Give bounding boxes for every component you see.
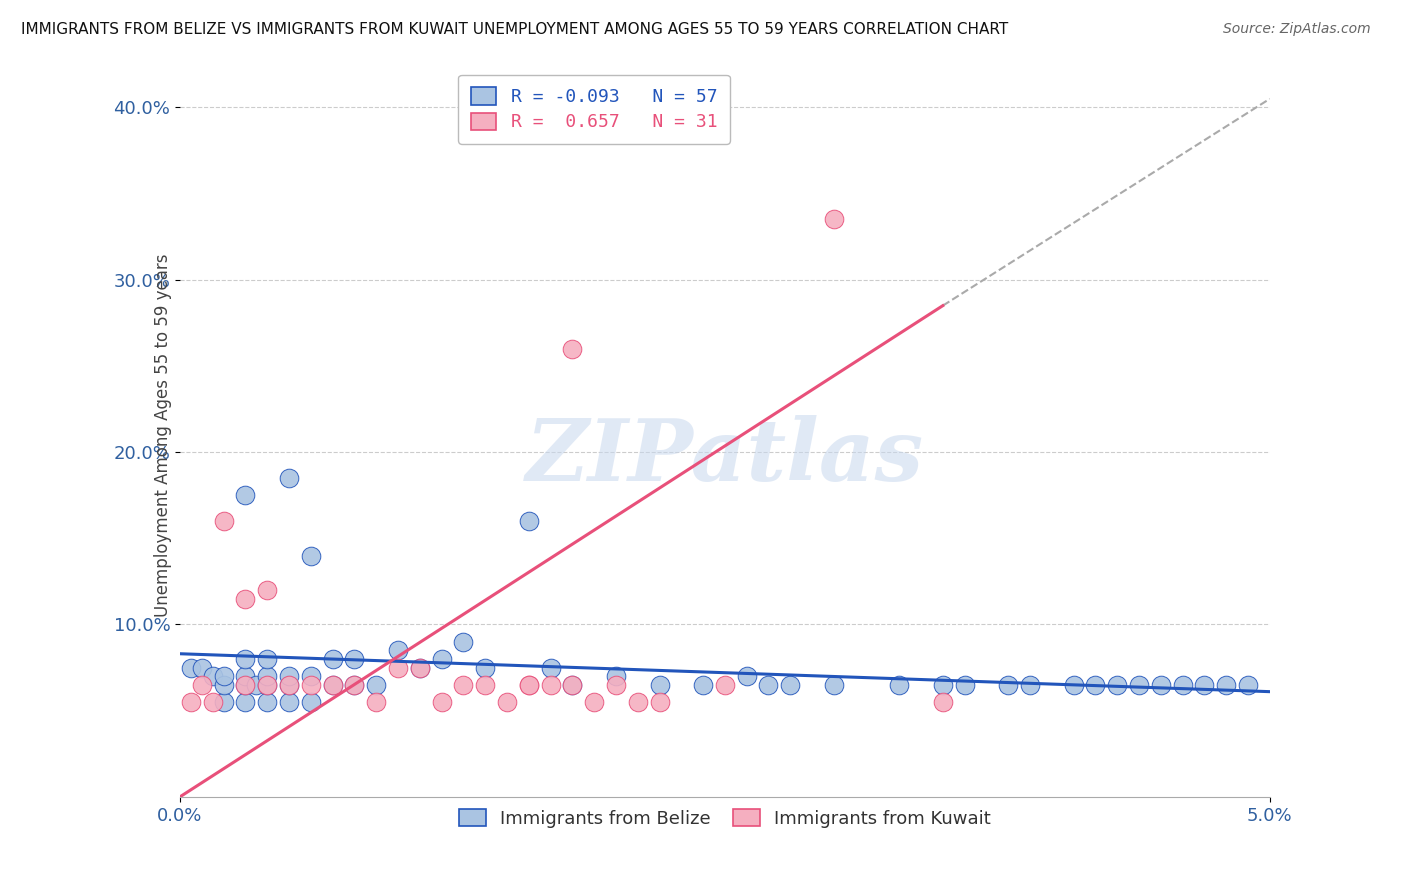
Point xyxy=(278,678,301,692)
Point xyxy=(235,669,257,683)
Point xyxy=(256,678,278,692)
Point xyxy=(1215,678,1237,692)
Point xyxy=(322,678,344,692)
Point xyxy=(212,695,235,709)
Point xyxy=(235,678,257,692)
Point xyxy=(256,652,278,666)
Point xyxy=(235,678,257,692)
Point xyxy=(1063,678,1085,692)
Point xyxy=(932,695,955,709)
Point xyxy=(387,643,409,657)
Point xyxy=(278,695,301,709)
Point xyxy=(299,669,322,683)
Point xyxy=(823,212,845,227)
Point xyxy=(212,669,235,683)
Point xyxy=(823,678,845,692)
Point xyxy=(1150,678,1173,692)
Text: IMMIGRANTS FROM BELIZE VS IMMIGRANTS FROM KUWAIT UNEMPLOYMENT AMONG AGES 55 TO 5: IMMIGRANTS FROM BELIZE VS IMMIGRANTS FRO… xyxy=(21,22,1008,37)
Point xyxy=(299,695,322,709)
Point xyxy=(735,669,758,683)
Point xyxy=(453,634,475,648)
Point xyxy=(256,678,278,692)
Point xyxy=(474,660,496,674)
Point xyxy=(561,678,583,692)
Point xyxy=(409,660,432,674)
Point xyxy=(343,678,366,692)
Point xyxy=(366,695,388,709)
Point xyxy=(561,342,583,356)
Point xyxy=(235,488,257,502)
Point xyxy=(1237,678,1260,692)
Point xyxy=(997,678,1019,692)
Point xyxy=(1128,678,1150,692)
Point xyxy=(540,660,562,674)
Point xyxy=(430,695,453,709)
Text: ZIPatlas: ZIPatlas xyxy=(526,415,924,499)
Point xyxy=(517,678,540,692)
Point xyxy=(343,652,366,666)
Point xyxy=(932,678,955,692)
Point xyxy=(235,591,257,606)
Point xyxy=(245,678,267,692)
Point xyxy=(561,678,583,692)
Point xyxy=(278,678,301,692)
Point xyxy=(583,695,606,709)
Point xyxy=(299,678,322,692)
Point xyxy=(366,678,388,692)
Point xyxy=(758,678,780,692)
Point xyxy=(299,549,322,563)
Point xyxy=(540,678,562,692)
Point xyxy=(605,669,627,683)
Point xyxy=(953,678,976,692)
Point xyxy=(180,695,202,709)
Point xyxy=(627,695,650,709)
Point xyxy=(648,678,671,692)
Point xyxy=(343,678,366,692)
Point xyxy=(1019,678,1042,692)
Point xyxy=(430,652,453,666)
Point xyxy=(387,660,409,674)
Point xyxy=(692,678,714,692)
Point xyxy=(1107,678,1129,692)
Point xyxy=(1084,678,1107,692)
Point xyxy=(517,678,540,692)
Point xyxy=(409,660,432,674)
Text: Source: ZipAtlas.com: Source: ZipAtlas.com xyxy=(1223,22,1371,37)
Point xyxy=(517,514,540,528)
Y-axis label: Unemployment Among Ages 55 to 59 years: Unemployment Among Ages 55 to 59 years xyxy=(155,253,173,616)
Point xyxy=(201,695,224,709)
Point xyxy=(278,669,301,683)
Point xyxy=(191,660,214,674)
Point xyxy=(235,695,257,709)
Point xyxy=(605,678,627,692)
Point xyxy=(212,678,235,692)
Legend: Immigrants from Belize, Immigrants from Kuwait: Immigrants from Belize, Immigrants from … xyxy=(451,802,998,835)
Point xyxy=(256,582,278,597)
Point xyxy=(1171,678,1194,692)
Point xyxy=(779,678,801,692)
Point xyxy=(191,678,214,692)
Point xyxy=(235,652,257,666)
Point xyxy=(648,695,671,709)
Point xyxy=(1194,678,1216,692)
Point xyxy=(180,660,202,674)
Point xyxy=(256,669,278,683)
Point xyxy=(278,471,301,485)
Point xyxy=(889,678,911,692)
Point xyxy=(453,678,475,692)
Point xyxy=(201,669,224,683)
Point xyxy=(212,514,235,528)
Point xyxy=(322,652,344,666)
Point xyxy=(322,678,344,692)
Point xyxy=(496,695,519,709)
Point xyxy=(474,678,496,692)
Point xyxy=(256,695,278,709)
Point xyxy=(714,678,737,692)
